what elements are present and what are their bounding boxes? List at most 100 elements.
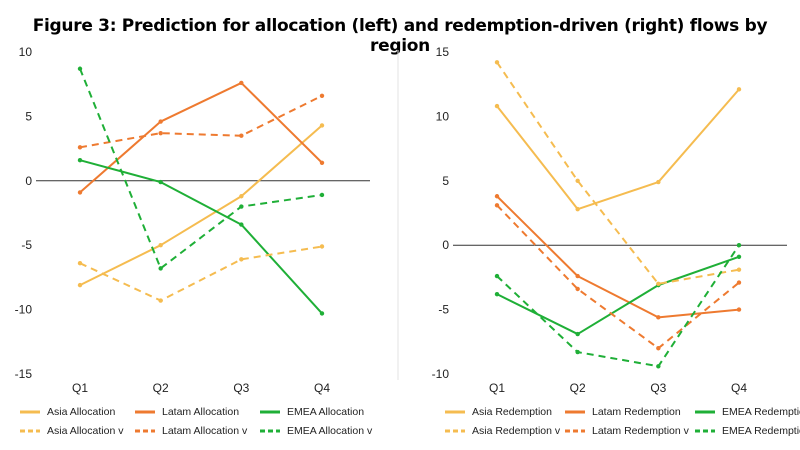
legend-item-asia-allocation: Asia Allocation <box>20 406 135 418</box>
data-point <box>656 346 661 351</box>
data-point <box>656 179 661 185</box>
y-tick-label: 5 <box>25 109 32 123</box>
y-tick-label: 10 <box>19 45 33 59</box>
legend-swatch <box>445 429 465 433</box>
series-line <box>79 124 323 287</box>
legend-item-latam-allocation: Latam Allocation <box>135 406 260 418</box>
legend-item-latam-redemption-v: Latam Redemption v <box>565 425 695 437</box>
data-point <box>575 273 580 279</box>
data-point <box>736 307 742 312</box>
x-tick-label: Q2 <box>153 381 169 395</box>
panel-left: 10 5 0 -5 -10 -15 Q1 Q2 Q3 Q4 <box>15 45 370 395</box>
y-tick-label: -5 <box>21 238 32 252</box>
data-point <box>77 261 83 266</box>
legend-item-asia-redemption: Asia Redemption <box>445 406 565 418</box>
data-point <box>736 254 742 259</box>
legend-label: Asia Redemption v <box>472 425 561 437</box>
legend-label: Latam Redemption <box>592 406 681 418</box>
data-point <box>656 364 661 369</box>
data-point <box>494 291 500 297</box>
data-point <box>158 119 163 124</box>
data-point <box>736 87 742 92</box>
series-line <box>496 204 740 350</box>
legend-item-emea-redemption-v: EMEA Redemption v <box>695 425 800 437</box>
x-tick-label: Q4 <box>314 381 330 395</box>
y-tick-label: 10 <box>436 109 450 123</box>
panel-right: 15 10 5 0 -5 -10 Q1 Q2 Q3 Q4 <box>432 45 787 395</box>
legend-swatch <box>565 410 585 414</box>
data-point <box>239 257 244 262</box>
series-line <box>79 81 323 194</box>
data-point <box>575 331 580 337</box>
y-tick-label: -15 <box>15 367 33 381</box>
legend-item-latam-allocation-v: Latam Allocation v <box>135 425 260 437</box>
legend-swatch <box>565 429 585 433</box>
legend-item-latam-redemption: Latam Redemption <box>565 406 695 418</box>
data-point <box>158 243 163 248</box>
data-point <box>736 280 742 285</box>
data-point <box>319 192 325 198</box>
legend-swatch <box>20 429 40 433</box>
series-line <box>496 244 740 368</box>
legend-item-emea-allocation-v: EMEA Allocation v <box>260 425 395 437</box>
series-line <box>496 255 740 336</box>
series-latam-allocation-v <box>77 93 325 150</box>
legend-label: Latam Allocation v <box>162 425 248 437</box>
series-latam-allocation <box>77 80 325 195</box>
data-point <box>77 282 83 288</box>
x-tick-label: Q2 <box>570 381 586 395</box>
data-point <box>319 311 325 316</box>
legend-swatch <box>135 410 155 414</box>
legend-item-emea-redemption: EMEA Redemption <box>695 406 800 418</box>
legend-swatch <box>445 410 465 414</box>
data-point <box>575 286 580 292</box>
data-point <box>736 243 742 248</box>
data-point <box>158 266 163 271</box>
series-line <box>79 94 323 149</box>
data-point <box>575 349 580 355</box>
series-asia-allocation <box>77 123 325 288</box>
data-point <box>494 273 500 279</box>
data-point <box>239 80 244 86</box>
data-point <box>77 66 83 71</box>
x-tick-label: Q4 <box>731 381 747 395</box>
x-tick-label: Q1 <box>72 381 88 395</box>
legend-swatch <box>260 410 280 414</box>
series-emea-allocation-v <box>77 66 325 271</box>
legend-label: EMEA Allocation <box>287 406 365 418</box>
legend-label: Asia Allocation <box>47 406 116 418</box>
chart-title: Figure 3: Prediction for allocation (lef… <box>32 16 768 56</box>
data-point <box>239 204 244 209</box>
legend-swatch <box>695 410 715 414</box>
series-latam-redemption-v <box>494 203 742 351</box>
legend-left: Asia Allocation Latam Allocation EMEA Allo… <box>20 406 395 437</box>
legend-swatch <box>695 429 715 433</box>
y-tick-label: 15 <box>436 45 450 59</box>
legend-item-asia-allocation-v: Asia Allocation v <box>20 425 135 437</box>
data-point <box>239 194 244 199</box>
legend-right: Asia Redemption Latam Redemption EMEA Rede… <box>445 406 800 437</box>
series-asia-redemption <box>494 87 742 212</box>
y-tick-label: -5 <box>438 303 449 317</box>
data-point <box>494 60 500 65</box>
y-tick-label: -10 <box>15 303 33 317</box>
legend-item-asia-redemption-v: Asia Redemption v <box>445 425 565 437</box>
series-asia-allocation-v <box>77 244 325 303</box>
data-point <box>319 244 325 249</box>
series-line <box>496 88 740 211</box>
series-asia-redemption-v <box>494 60 742 287</box>
data-point <box>494 203 500 208</box>
data-point <box>77 145 83 150</box>
data-point <box>158 130 163 136</box>
y-tick-label: 5 <box>442 174 449 188</box>
series-emea-redemption-v <box>494 243 742 369</box>
y-tick-label: 0 <box>442 238 449 252</box>
x-tick-label: Q1 <box>489 381 505 395</box>
y-tick-label: 0 <box>25 174 32 188</box>
data-point <box>736 267 742 272</box>
data-point <box>77 157 83 163</box>
legend-label: EMEA Redemption <box>722 406 800 418</box>
data-point <box>158 298 163 303</box>
series-line <box>79 245 323 302</box>
series-latam-redemption <box>494 194 742 320</box>
